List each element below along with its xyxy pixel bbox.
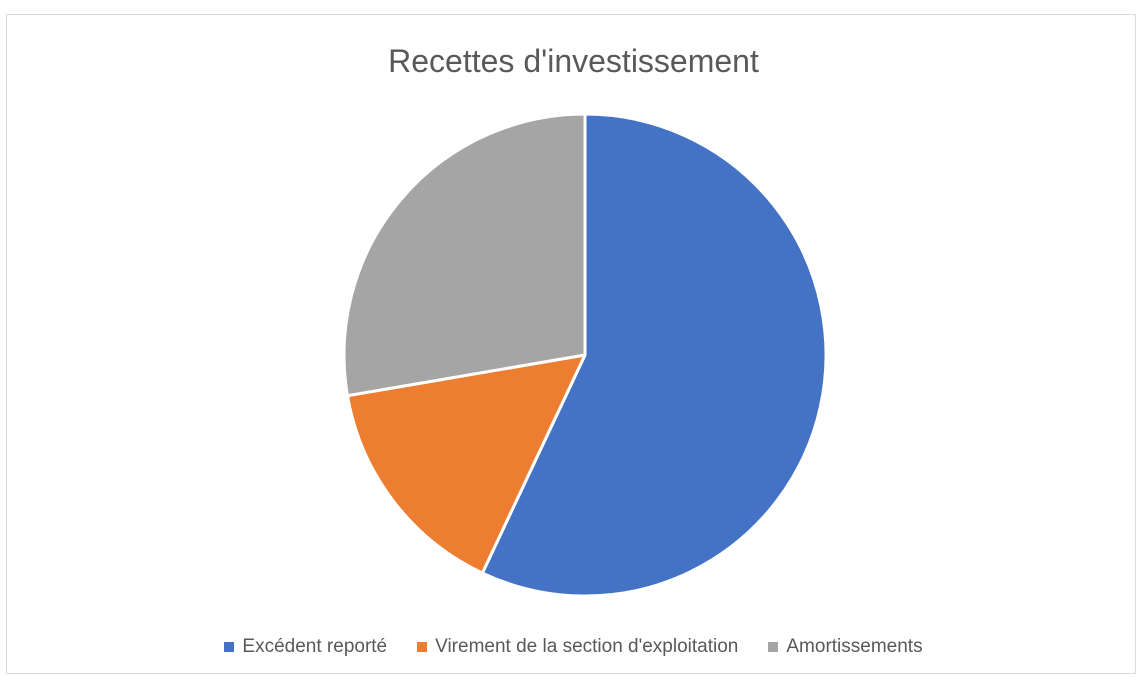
legend: Excédent reporté Virement de la section … <box>0 636 1147 658</box>
legend-item-amortissements: Amortissements <box>768 636 923 658</box>
legend-swatch <box>224 642 235 652</box>
legend-label: Amortissements <box>786 636 923 657</box>
legend-label: Virement de la section d'exploitation <box>435 636 739 657</box>
legend-swatch <box>768 642 779 652</box>
pie-slice-1 <box>345 353 587 575</box>
pie-slice-2 <box>342 112 587 398</box>
pie-slice-0 <box>480 112 828 598</box>
chart-title: Recettes d'investissement <box>388 43 759 79</box>
legend-item-excedent-reporte: Excédent reporté <box>224 636 387 658</box>
legend-label: Excédent reporté <box>242 636 388 657</box>
legend-swatch <box>417 642 428 652</box>
legend-item-virement: Virement de la section d'exploitation <box>417 636 738 658</box>
